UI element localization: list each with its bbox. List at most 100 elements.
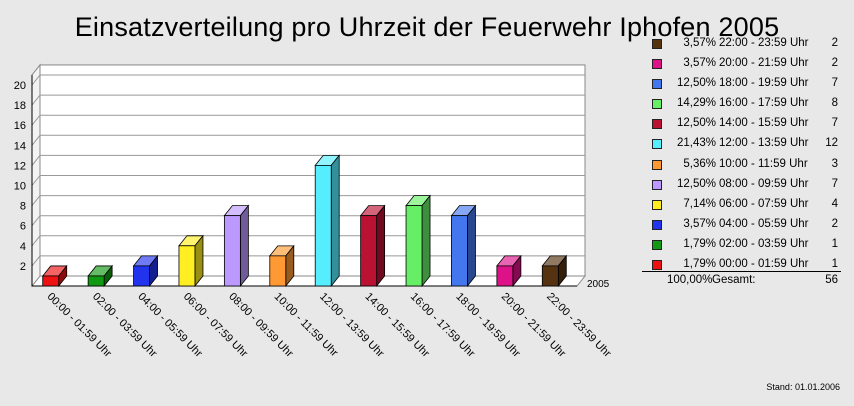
legend-item: 12,50% 18:00 - 19:59 Uhr 7 <box>642 73 842 93</box>
legend-count: 12 <box>825 137 838 150</box>
legend-percent: 7,14% <box>683 197 716 210</box>
legend-count: 2 <box>831 37 838 49</box>
legend-percent: 3,57% <box>683 217 716 230</box>
gridline <box>31 154 585 166</box>
legend-item: 1,79% 00:00 - 01:59 Uhr 1 <box>642 254 842 274</box>
bar <box>268 244 295 288</box>
legend-item: 1,79% 02:00 - 03:59 Uhr 1 <box>642 234 842 254</box>
legend-range: 00:00 - 01:59 Uhr <box>719 258 809 271</box>
gridline <box>31 114 585 126</box>
legend-percent: 21,43% <box>676 137 716 150</box>
legend-item: 12,50% 08:00 - 09:59 Uhr 7 <box>642 174 842 194</box>
legend-swatch <box>652 59 662 70</box>
y-tick-label: 2 <box>20 261 26 273</box>
legend-percent: 5,36% <box>683 157 716 170</box>
legend-range: 22:00 - 23:59 Uhr <box>719 37 809 49</box>
legend-count: 3 <box>831 157 838 170</box>
legend-item: 21,43% 12:00 - 13:59 Uhr 12 <box>642 133 842 153</box>
bar <box>87 264 113 288</box>
bar <box>450 204 477 288</box>
legend-range: 16:00 - 17:59 Uhr <box>719 97 809 110</box>
legend-item: 12,50% 14:00 - 15:59 Uhr 7 <box>642 113 842 133</box>
total-count: 56 <box>825 274 838 286</box>
legend-percent: 14,29% <box>676 97 716 110</box>
legend-percent: 12,50% <box>676 117 716 130</box>
bar <box>496 254 522 288</box>
legend-percent: 3,57% <box>683 57 716 70</box>
legend-count: 7 <box>831 177 838 190</box>
y-tick-label: 4 <box>20 241 26 253</box>
gridline <box>31 215 585 227</box>
bar <box>178 234 204 288</box>
gridline <box>31 195 585 206</box>
bar <box>541 254 568 288</box>
bar <box>41 264 68 288</box>
legend-total-row: 100,00% Gesamt: 56 <box>642 274 842 290</box>
legend-range: 02:00 - 03:59 Uhr <box>719 237 809 250</box>
legend-count: 2 <box>831 217 838 230</box>
legend-swatch <box>652 179 662 190</box>
legend-item: 3,57% 22:00 - 23:59 Uhr 2 <box>642 33 842 53</box>
legend-swatch <box>652 119 662 130</box>
gridline <box>31 74 585 86</box>
legend-item: 3,57% 20:00 - 21:59 Uhr 2 <box>642 53 842 73</box>
legend-item: 5,36% 10:00 - 11:59 Uhr 3 <box>642 154 842 174</box>
plot-side-wall <box>31 63 41 288</box>
legend-swatch <box>652 39 662 49</box>
legend-count: 4 <box>831 197 838 210</box>
bar <box>132 254 159 288</box>
legend-swatch <box>652 159 662 170</box>
legend-count: 7 <box>831 77 838 90</box>
legend-percent: 1,79% <box>683 237 716 250</box>
legend-swatch <box>652 260 662 271</box>
legend-range: 18:00 - 19:59 Uhr <box>719 77 809 90</box>
legend-swatch <box>652 239 662 250</box>
legend-range: 20:00 - 21:59 Uhr <box>719 57 809 70</box>
gridline <box>31 134 585 146</box>
bar <box>314 154 341 288</box>
y-tick-label: 6 <box>20 221 26 233</box>
gridline <box>31 94 585 106</box>
y-tick-label: 18 <box>14 100 26 112</box>
legend-swatch <box>652 79 662 90</box>
legend-item: 7,14% 06:00 - 07:59 Uhr 4 <box>642 194 842 214</box>
legend-range: 14:00 - 15:59 Uhr <box>719 117 809 130</box>
total-label: Gesamt: <box>712 274 756 286</box>
gridline <box>31 255 585 267</box>
y-tick-label: 10 <box>14 181 26 193</box>
legend-percent: 12,50% <box>676 177 716 190</box>
legend-count: 1 <box>831 237 838 250</box>
y-tick-label: 16 <box>14 120 26 132</box>
legend-percent: 1,79% <box>683 258 716 271</box>
legend-divider <box>642 271 841 272</box>
legend-swatch <box>652 199 662 210</box>
legend-swatch <box>652 219 662 230</box>
bar <box>223 204 250 288</box>
bar <box>359 204 386 288</box>
gridline <box>31 235 585 247</box>
gridline <box>31 175 585 186</box>
y-tick-label: 8 <box>20 201 26 213</box>
y-tick-label: 12 <box>14 160 26 172</box>
legend-range: 06:00 - 07:59 Uhr <box>719 197 809 210</box>
legend-count: 1 <box>831 258 838 271</box>
legend-swatch <box>652 99 662 110</box>
series-depth-label: 2005 <box>587 279 610 290</box>
bar <box>405 194 431 288</box>
legend-item: 14,29% 16:00 - 17:59 Uhr 8 <box>642 93 842 113</box>
legend-range: 12:00 - 13:59 Uhr <box>719 137 809 150</box>
legend-item: 3,57% 04:00 - 05:59 Uhr 2 <box>642 214 842 234</box>
total-percent: 100,00% <box>667 274 713 286</box>
y-tick-label: 14 <box>14 140 26 152</box>
legend-range: 04:00 - 05:59 Uhr <box>719 217 809 230</box>
footer-status-date: Stand: 01.01.2006 <box>766 382 840 392</box>
legend-swatch <box>652 139 662 150</box>
legend-count: 8 <box>831 97 838 110</box>
legend-range: 10:00 - 11:59 Uhr <box>719 157 808 170</box>
plot-back-wall <box>39 64 586 277</box>
legend-range: 08:00 - 09:59 Uhr <box>719 177 809 190</box>
legend-count: 2 <box>831 57 838 70</box>
legend-percent: 3,57% <box>683 37 716 49</box>
y-tick-label: 20 <box>14 80 26 92</box>
